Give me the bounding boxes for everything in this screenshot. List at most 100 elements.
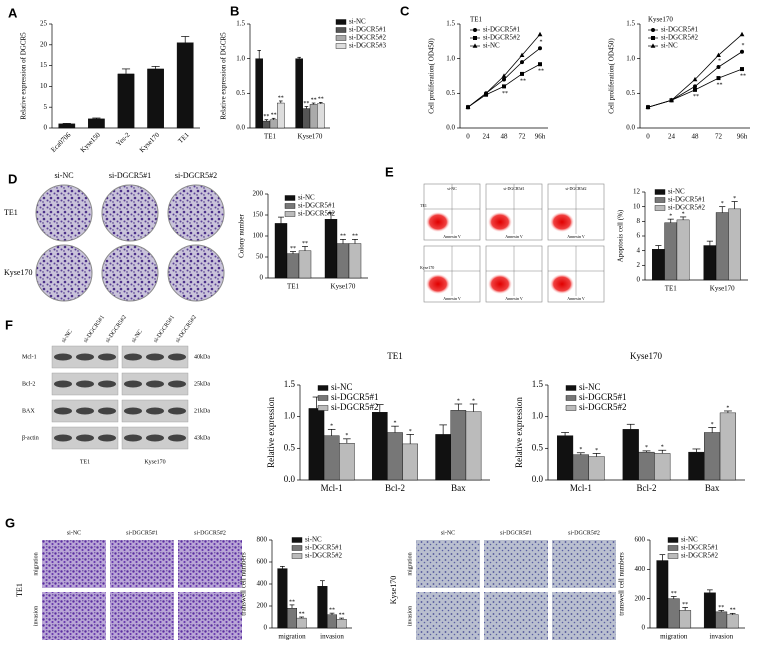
legend-label: si-DGCR5#2 — [681, 552, 718, 560]
x-tick-label: Bcl-2 — [385, 483, 405, 493]
bar — [269, 119, 278, 129]
bar — [719, 412, 737, 481]
significance: ** — [352, 234, 358, 240]
legend-swatch — [654, 189, 666, 195]
y-axis-label: Relative expression — [266, 397, 276, 468]
bar — [656, 560, 669, 629]
y-tick-label: 600 — [635, 536, 646, 544]
bar — [572, 454, 589, 481]
y-tick-label: 1.5 — [446, 20, 455, 28]
transwell-image — [416, 592, 480, 640]
y-tick-label: 0 — [44, 124, 48, 132]
y-tick-label: 15 — [40, 61, 48, 69]
column-label: si-DGCR5#1 — [126, 530, 158, 536]
marker — [520, 60, 524, 65]
bar — [348, 243, 362, 279]
y-tick-label: 1.5 — [626, 20, 635, 28]
bar — [255, 58, 264, 129]
cell-label: Kyse170 — [144, 459, 165, 465]
bar — [588, 456, 605, 481]
legend-swatch — [291, 553, 303, 559]
bar — [704, 432, 721, 481]
x-tick-label: Kyse170 — [331, 283, 356, 291]
significance: * — [682, 211, 685, 217]
y-tick-label: 2 — [637, 261, 641, 269]
panel-label: G — [5, 515, 15, 530]
y-tick-label: 5 — [44, 103, 48, 111]
significance: * — [409, 429, 412, 435]
x-tick-label: TE1 — [287, 283, 300, 291]
legend-label: si-DGCR5#2 — [305, 552, 342, 560]
significance: ** — [502, 91, 508, 97]
marker — [739, 31, 745, 37]
bar — [298, 250, 312, 279]
significance: ** — [682, 602, 688, 608]
blot-band — [146, 434, 164, 442]
significance: ** — [278, 95, 284, 101]
y-tick-label: 4 — [637, 246, 641, 254]
column-label: si-NC — [67, 530, 81, 536]
y-tick-label: 1.0 — [236, 54, 245, 62]
y-tick-label: 0 — [637, 276, 641, 284]
y-tick-label: 200 — [253, 190, 264, 198]
legend-label: si-DGCR5#2 — [668, 204, 705, 212]
legend-marker — [472, 43, 478, 48]
significance: * — [721, 201, 724, 207]
x-tick-label: 96h — [737, 133, 748, 141]
transwell-image — [178, 540, 242, 588]
bar — [664, 222, 678, 281]
legend-swatch — [565, 405, 577, 411]
y-tick-label: 600 — [257, 558, 268, 566]
bar — [317, 586, 328, 629]
lane-label: si-NC — [131, 329, 144, 344]
size-label: 25kDa — [194, 381, 210, 387]
legend-label: si-DGCR5#1 — [349, 26, 386, 34]
y-tick-label: 1.5 — [532, 379, 544, 389]
legend-label: si-DGCR5#1 — [298, 202, 335, 210]
y-tick-label: 100 — [253, 232, 264, 240]
y-tick-label: 0.0 — [236, 124, 245, 132]
x-tick-label: 0 — [646, 133, 650, 141]
legend-swatch — [284, 195, 296, 201]
y-tick-label: 1.0 — [284, 411, 296, 421]
legend-label: si-DGCR5#2 — [661, 34, 698, 42]
x-tick-label: Yes-2 — [115, 131, 132, 148]
row-label: invasion — [407, 606, 413, 626]
legend-swatch — [291, 537, 303, 543]
bar — [654, 453, 671, 481]
bar — [336, 243, 350, 279]
x-tick-label: invasion — [709, 633, 733, 641]
protein-label: Bcl-2 — [22, 381, 35, 387]
bar — [728, 208, 741, 281]
y-tick-label: 8 — [637, 217, 641, 225]
y-tick-label: 0.5 — [284, 442, 296, 452]
significance: ** — [730, 608, 736, 614]
row-label: migration — [33, 552, 39, 575]
legend-swatch — [565, 385, 577, 391]
row-label: invasion — [33, 606, 39, 626]
legend-swatch — [667, 553, 679, 559]
legend-swatch — [317, 405, 329, 411]
cell-label: Kyse170 — [389, 576, 398, 604]
column-label: si-DGCR5#2 — [568, 530, 600, 536]
y-axis-label: Relative expression of DGCR5 — [220, 32, 228, 120]
significance: ** — [340, 234, 346, 240]
panel-label: E — [385, 164, 394, 179]
marker — [538, 62, 542, 67]
legend-label: si-DGCR5#1 — [305, 544, 342, 552]
legend-swatch — [317, 385, 329, 391]
y-tick-label: 0.0 — [446, 124, 455, 132]
blot-band — [168, 407, 186, 415]
row-label: migration — [407, 552, 413, 575]
legend-swatch — [335, 27, 347, 33]
x-tick-label: TE1 — [264, 133, 277, 141]
x-tick-label: Kyse170 — [710, 285, 735, 293]
legend-marker — [473, 36, 477, 40]
y-tick-label: 0.0 — [626, 124, 635, 132]
legend-swatch — [654, 205, 666, 211]
blot-band — [124, 434, 142, 442]
flow-axis-label: Annexin V — [505, 234, 523, 239]
y-tick-label: 25 — [40, 20, 48, 28]
legend-marker — [651, 36, 655, 40]
